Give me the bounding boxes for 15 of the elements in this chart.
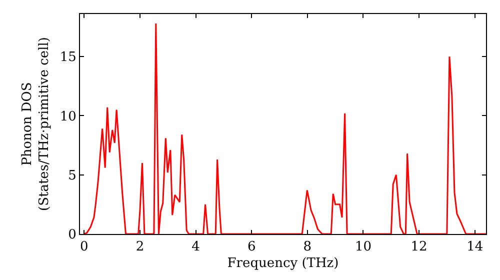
x-tick-label: 2	[136, 240, 144, 255]
y-tick-label: 15	[60, 50, 76, 66]
x-tick-label: 10	[354, 240, 372, 255]
x-tick-label: 6	[247, 240, 256, 255]
x-axis-title: Frequency (THz)	[227, 256, 339, 272]
y-axis-title: Phonon DOS (States/THz·primitive cell)	[20, 36, 52, 212]
x-tick-label: 0	[80, 240, 88, 255]
y-tick-label: 10	[60, 109, 76, 124]
x-tick-label: 14	[466, 240, 484, 255]
x-tick-label: 8	[303, 240, 312, 255]
x-tick-label: 4	[192, 240, 200, 255]
y-tick-label: 5	[68, 168, 76, 184]
line-series	[83, 22, 486, 234]
y-tick-label: 0	[68, 228, 76, 243]
x-tick-label: 12	[410, 240, 428, 255]
